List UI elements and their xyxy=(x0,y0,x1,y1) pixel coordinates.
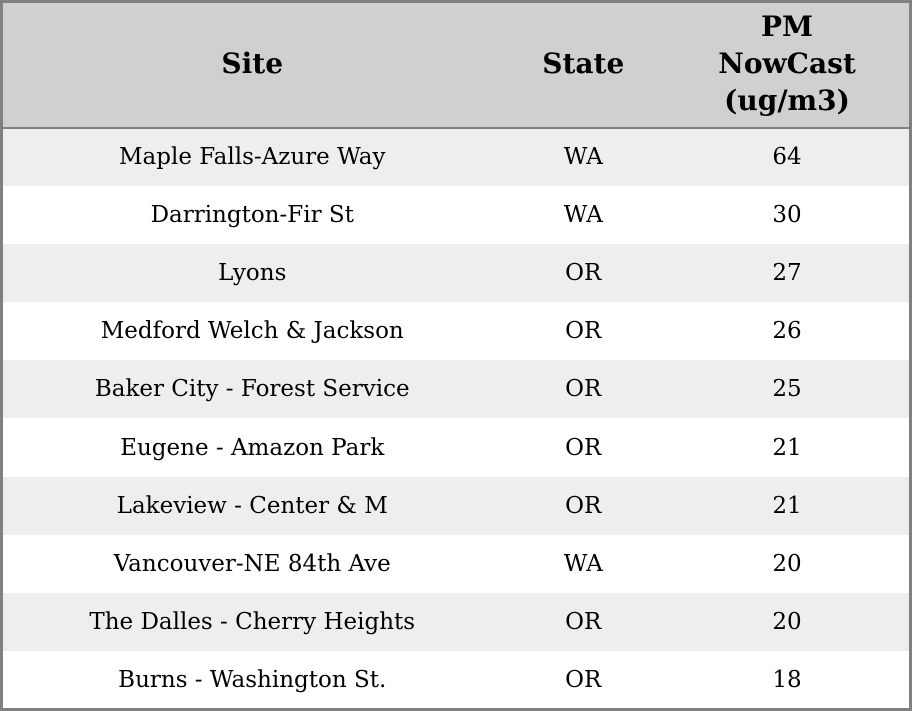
pm-cell: 64 xyxy=(772,144,802,171)
state-cell: OR xyxy=(565,434,602,461)
pm-cell: 20 xyxy=(772,609,802,636)
table-row: Lyons OR 27 xyxy=(1,243,911,303)
table-row: Darrington-Fir St WA 30 xyxy=(1,185,911,244)
column-header-state: State xyxy=(501,1,666,129)
site-cell: The Dalles - Cherry Heights xyxy=(89,609,416,636)
state-cell: OR xyxy=(565,666,602,693)
site-cell: Eugene - Amazon Park xyxy=(120,434,385,461)
site-cell: Lakeview - Center & M xyxy=(116,492,388,519)
state-cell: WA xyxy=(563,550,603,577)
state-cell: WA xyxy=(563,144,603,171)
state-cell: OR xyxy=(565,318,602,345)
state-cell: OR xyxy=(565,259,602,286)
pm-cell: 26 xyxy=(772,318,802,345)
column-header-site: Site xyxy=(1,1,502,129)
pm-cell: 18 xyxy=(772,666,802,693)
table-row: Maple Falls-Azure Way WA 64 xyxy=(1,127,911,186)
table-row: Burns - Washington St. OR 18 xyxy=(1,651,911,710)
table-row: Eugene - Amazon Park OR 21 xyxy=(1,418,911,477)
site-cell: Darrington-Fir St xyxy=(150,201,354,228)
column-header-pm-nowcast: PM NowCast (ug/m3) xyxy=(665,1,911,129)
table-row: Vancouver-NE 84th Ave WA 20 xyxy=(1,534,911,593)
state-cell: OR xyxy=(565,376,602,403)
pm-cell: 20 xyxy=(772,550,802,577)
pm-cell: 21 xyxy=(772,434,802,461)
site-cell: Burns - Washington St. xyxy=(118,666,387,693)
table-body: Maple Falls-Azure Way WA 64 Darrington-F… xyxy=(1,127,911,710)
table-row: Medford Welch & Jackson OR 26 xyxy=(1,302,911,361)
pm-cell: 27 xyxy=(772,259,802,286)
table-row: Baker City - Forest Service OR 25 xyxy=(1,360,911,419)
header-row: Site State PM NowCast (ug/m3) xyxy=(1,1,911,129)
pm-cell: 30 xyxy=(772,201,802,228)
site-cell: Medford Welch & Jackson xyxy=(100,318,404,345)
table-header: Site State PM NowCast (ug/m3) xyxy=(1,1,911,129)
state-cell: OR xyxy=(565,609,602,636)
state-cell: WA xyxy=(563,201,603,228)
table-row: The Dalles - Cherry Heights OR 20 xyxy=(1,593,911,652)
site-cell: Lyons xyxy=(218,259,287,286)
pm-cell: 25 xyxy=(772,376,802,403)
site-cell: Maple Falls-Azure Way xyxy=(118,144,386,171)
pm-cell: 21 xyxy=(772,492,802,519)
state-cell: OR xyxy=(565,492,602,519)
site-cell: Vancouver-NE 84th Ave xyxy=(113,550,391,577)
site-cell: Baker City - Forest Service xyxy=(94,376,410,403)
table-row: Lakeview - Center & M OR 21 xyxy=(1,476,911,535)
